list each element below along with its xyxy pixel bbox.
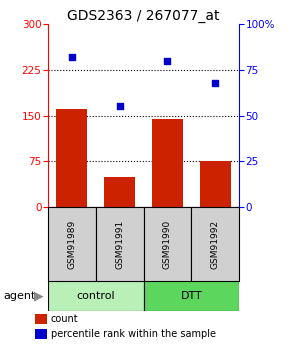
Bar — [35, 329, 47, 339]
Bar — [48, 281, 144, 310]
Text: ▶: ▶ — [34, 289, 44, 302]
Bar — [56, 109, 87, 207]
Text: GSM91989: GSM91989 — [67, 219, 76, 269]
Point — [213, 80, 218, 86]
Text: DTT: DTT — [180, 291, 202, 301]
Bar — [104, 177, 135, 207]
Bar — [48, 207, 96, 281]
Bar — [152, 119, 183, 207]
Text: agent: agent — [3, 291, 35, 301]
Bar — [96, 207, 144, 281]
Point — [165, 58, 170, 63]
Title: GDS2363 / 267077_at: GDS2363 / 267077_at — [67, 9, 220, 23]
Bar — [144, 207, 191, 281]
Point — [117, 104, 122, 109]
Bar — [191, 207, 239, 281]
Bar — [144, 281, 239, 310]
Text: GSM91992: GSM91992 — [211, 219, 220, 269]
Text: GSM91990: GSM91990 — [163, 219, 172, 269]
Text: control: control — [76, 291, 115, 301]
Text: GSM91991: GSM91991 — [115, 219, 124, 269]
Text: percentile rank within the sample: percentile rank within the sample — [51, 329, 216, 339]
Text: count: count — [51, 314, 79, 324]
Point — [70, 54, 74, 60]
Bar — [35, 314, 47, 324]
Bar — [200, 161, 231, 207]
